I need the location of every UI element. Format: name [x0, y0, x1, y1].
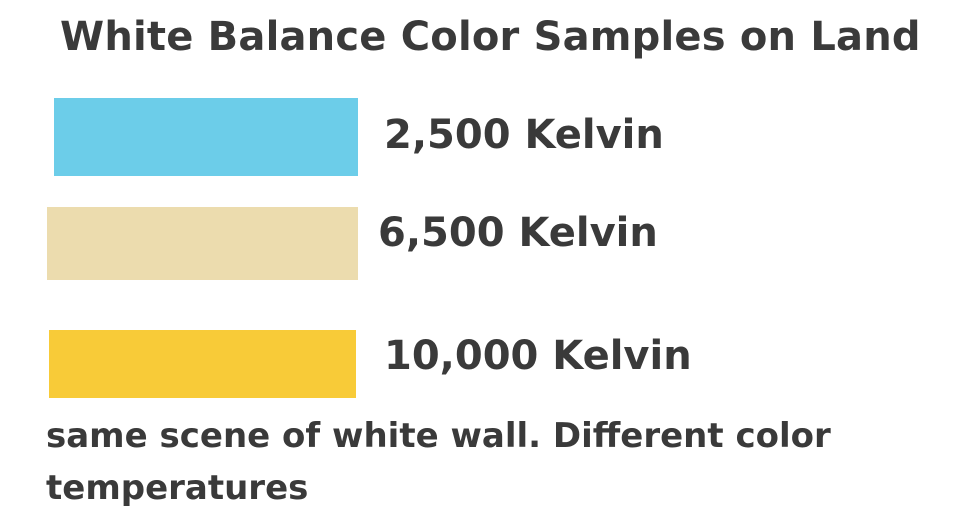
caption-text: same scene of white wall. Different colo… — [46, 416, 831, 508]
color-swatch-2500k — [54, 98, 358, 176]
swatch-label-2500k: 2,500 Kelvin — [384, 112, 664, 158]
swatch-label-10000k: 10,000 Kelvin — [384, 333, 692, 379]
page-title: White Balance Color Samples on Land — [60, 14, 921, 60]
color-swatch-10000k — [49, 330, 356, 398]
color-swatch-6500k — [47, 207, 358, 280]
swatch-label-6500k: 6,500 Kelvin — [378, 210, 658, 256]
